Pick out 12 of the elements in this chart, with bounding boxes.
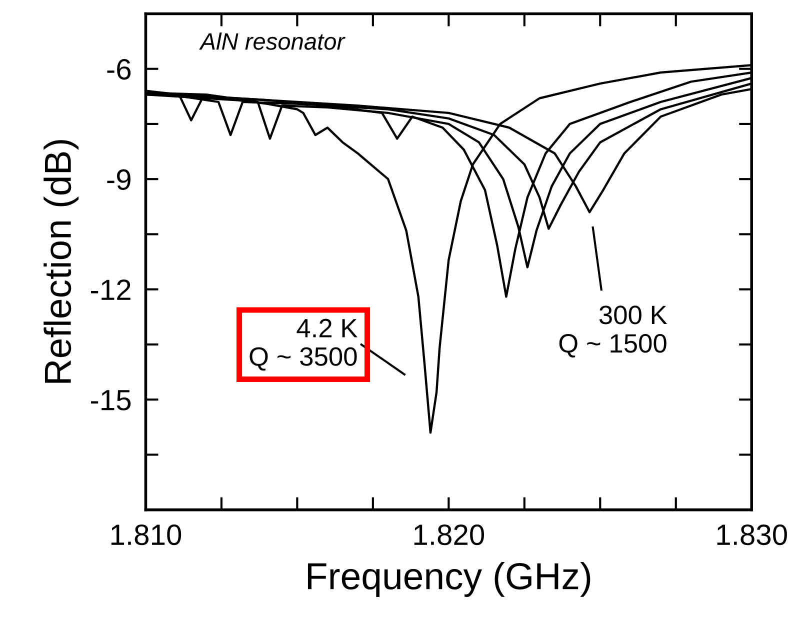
y-tick-label: -6 bbox=[107, 59, 131, 80]
y-tick-label: -9 bbox=[107, 169, 130, 190]
x-axis-title: Frequency (GHz) bbox=[308, 562, 590, 597]
x-tick-label: 1.810 bbox=[111, 524, 182, 546]
y-tick-label: -15 bbox=[90, 390, 131, 410]
y-axis-title: Reflection (dB) bbox=[44, 140, 79, 383]
y-tick-label: -12 bbox=[90, 280, 130, 300]
x-tick-label: 1.820 bbox=[414, 524, 484, 546]
annotation: 300 K Q ~ 1500 bbox=[559, 306, 668, 358]
annotation: 4.2 K Q ~ 3500 bbox=[250, 318, 358, 371]
annotation: AlN resonator bbox=[199, 32, 346, 50]
x-tick-label: 1.830 bbox=[717, 524, 787, 546]
